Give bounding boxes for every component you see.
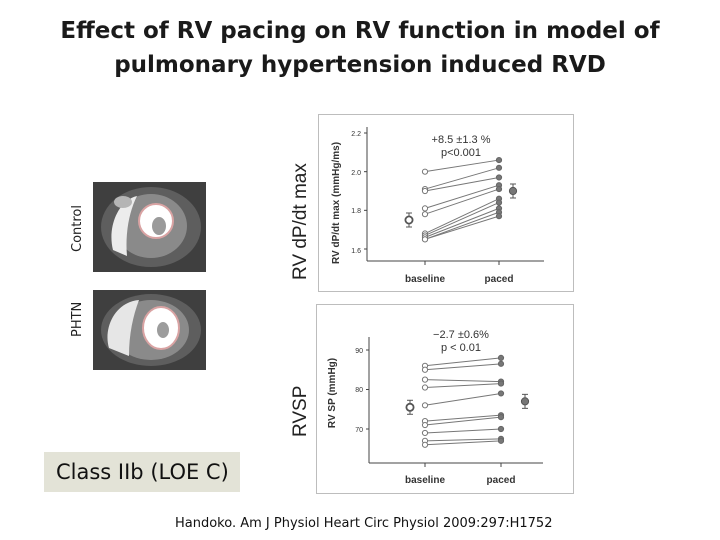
chart2-baseline-point-8 <box>421 429 429 437</box>
chart1-annotation-line1: +8.5 ±1.3 % <box>432 134 491 146</box>
chart1-ytick-4: 2.2 <box>351 131 361 138</box>
chart1-ytick-2: 1.8 <box>351 208 361 215</box>
phtn-label: PHTN <box>70 301 85 337</box>
chart1-baseline-mean <box>404 215 414 225</box>
control-mri-image <box>93 182 206 272</box>
chart1-pair-line-4 <box>424 184 500 209</box>
chart2-pair-line-5 <box>424 392 502 406</box>
phtn-mri-image <box>93 290 206 370</box>
chart1-annotation-line2: p<0.001 <box>441 147 481 159</box>
chart1-baseline-point-10 <box>421 236 429 243</box>
chart1-paced-point-10 <box>495 213 503 220</box>
title-line-2: pulmonary hypertension induced RVD <box>114 52 606 78</box>
chart1-baseline-point-4 <box>421 205 429 212</box>
chart2-pair-line-6 <box>424 414 502 422</box>
chart1-pair-line-9 <box>424 211 500 240</box>
chart2-pair-line-10 <box>424 440 502 446</box>
chart2-baseline-point-7 <box>421 421 429 429</box>
chart1-pair-line-5 <box>424 188 500 215</box>
chart2-baseline-mean <box>405 402 415 412</box>
chart2-pair-line-3 <box>424 379 502 383</box>
chart1-pair-line-1 <box>424 159 500 173</box>
rvsp-chart: RV SP (mmHg) 70 80 90 −2.7 ±0.6% p < 0.0… <box>327 329 543 486</box>
chart2-ytick-3: 90 <box>355 348 363 355</box>
chart2-ytick-2: 80 <box>355 387 363 394</box>
chart2-paced-point-4 <box>497 380 505 387</box>
rvsp-side-label: RVSP <box>290 385 311 437</box>
rv-dpdt-chart-panel: RV dP/dt max (mmHg/ms) 1.6 1.8 2.0 2.2 +… <box>318 114 574 292</box>
chart1-baseline-point-1 <box>421 168 429 175</box>
chart1-paced-mean <box>508 186 518 196</box>
chart2-baseline-point-3 <box>421 376 429 383</box>
chart1-paced-point-7 <box>495 199 503 206</box>
chart1-paced-point-3 <box>495 174 503 181</box>
chart1-pair-line-7 <box>424 202 500 236</box>
chart2-pair-line-8 <box>424 428 502 434</box>
chart2-baseline-point-5 <box>421 402 429 409</box>
chart1-pair-line-6 <box>424 198 500 234</box>
chart2-pair-line-2 <box>424 363 502 371</box>
slide-title: Effect of RV pacing on RV function in mo… <box>60 14 660 82</box>
chart1-ytick-1: 1.6 <box>351 248 361 255</box>
phtn-mri-drawing <box>93 290 206 370</box>
chart2-paced-point-5 <box>497 390 505 397</box>
chart1-xlabel-baseline: baseline <box>405 274 445 285</box>
citation: Handoko. Am J Physiol Heart Circ Physiol… <box>175 516 553 531</box>
chart2-paced-point-7 <box>497 414 505 421</box>
title-line-1: Effect of RV pacing on RV function in mo… <box>60 18 660 44</box>
chart2-paced-mean <box>520 397 530 406</box>
chart2-annotation-line2: p < 0.01 <box>441 342 481 354</box>
chart1-pair-line-3 <box>424 176 500 192</box>
chart1-xlabel-paced: paced <box>485 274 514 285</box>
chart2-pair-line-1 <box>424 357 502 367</box>
control-label: Control <box>70 205 85 252</box>
chart1-paced-point-1 <box>495 156 503 164</box>
chart2-paced-point-1 <box>497 354 505 362</box>
chart2-paced-point-2 <box>497 360 505 367</box>
chart1-pair-line-8 <box>424 207 500 238</box>
chart1-pair-line-2 <box>424 167 500 190</box>
chart1-paced-point-5 <box>495 185 503 193</box>
chart1-baseline-point-5 <box>421 211 429 218</box>
chart2-ytick-1: 70 <box>355 427 363 434</box>
chart2-annotation-line1: −2.7 ±0.6% <box>433 329 489 341</box>
control-mri-drawing <box>93 182 206 272</box>
chart2-pair-line-4 <box>424 383 502 389</box>
class-recommendation-label: Class IIb (LOE C) <box>56 460 229 484</box>
chart2-paced-point-10 <box>497 437 505 444</box>
chart2-baseline-point-2 <box>421 366 429 373</box>
chart2-pair-line-7 <box>424 416 502 426</box>
chart2-paced-point-8 <box>497 425 505 433</box>
rvsp-chart-panel: RV SP (mmHg) 70 80 90 −2.7 ±0.6% p < 0.0… <box>316 304 574 494</box>
chart1-pair-line-10 <box>424 215 500 240</box>
class-recommendation-box: Class IIb (LOE C) <box>44 452 240 492</box>
rv-dpdt-side-label: RV dP/dt max <box>290 163 311 280</box>
rv-dpdt-chart: RV dP/dt max (mmHg/ms) 1.6 1.8 2.0 2.2 +… <box>331 127 544 285</box>
chart2-pair-line-9 <box>424 438 502 442</box>
chart2-baseline-point-4 <box>421 384 429 391</box>
chart1-ylabel: RV dP/dt max (mmHg/ms) <box>331 142 342 264</box>
chart2-ylabel: RV SP (mmHg) <box>327 358 338 428</box>
chart2-baseline-point-10 <box>421 441 429 448</box>
chart2-xlabel-paced: paced <box>487 475 516 486</box>
chart1-ytick-3: 2.0 <box>351 170 361 177</box>
chart1-baseline-point-3 <box>421 187 429 195</box>
chart1-paced-point-2 <box>495 164 503 171</box>
chart2-xlabel-baseline: baseline <box>405 475 445 486</box>
